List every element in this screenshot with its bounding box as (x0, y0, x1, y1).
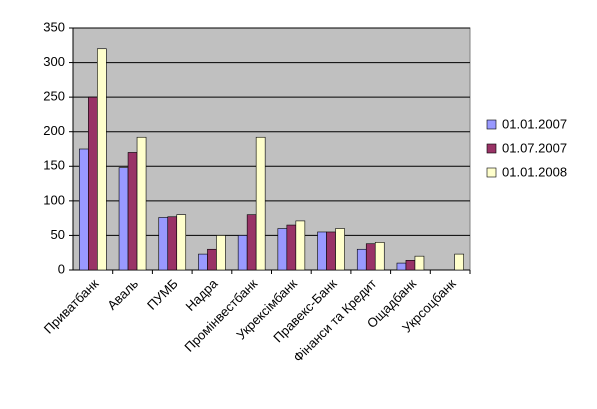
bar (414, 255, 425, 271)
x-tick-label: Промінвестбанк (181, 276, 260, 355)
bar (454, 253, 464, 271)
bar (216, 235, 226, 271)
bar (127, 152, 138, 271)
x-tick-label: Аваль (104, 276, 141, 313)
y-tick-label: 50 (51, 227, 65, 242)
bar (335, 228, 345, 271)
y-tick-label: 350 (43, 19, 65, 34)
x-tick-label: ПУМБ (144, 276, 181, 313)
bar (374, 242, 385, 271)
bar (295, 220, 306, 271)
bar (207, 248, 217, 271)
bar (198, 253, 208, 271)
legend-label: 01.01.2007 (502, 116, 567, 131)
bar (167, 216, 178, 271)
bar (118, 167, 129, 271)
legend-swatch (486, 143, 497, 154)
y-tick-label: 150 (43, 158, 65, 173)
bar (326, 231, 336, 271)
legend-swatch (486, 167, 497, 178)
y-tick-label: 0 (58, 261, 65, 276)
y-tick-label: 100 (43, 192, 65, 207)
bar (246, 214, 257, 271)
bar (136, 136, 147, 271)
bar (79, 148, 89, 271)
bar (356, 248, 367, 271)
bar (286, 224, 297, 271)
bar (158, 217, 169, 271)
bar (88, 96, 98, 271)
bar (97, 48, 107, 271)
y-tick-label: 300 (43, 54, 65, 69)
bar (405, 260, 416, 271)
y-tick-label: 250 (43, 89, 65, 104)
bar (255, 136, 266, 271)
bar (176, 214, 187, 271)
bar (277, 228, 288, 271)
bar (237, 235, 248, 271)
y-tick-label: 200 (43, 123, 65, 138)
legend-label: 01.01.2008 (502, 164, 567, 179)
legend-swatch (486, 119, 497, 130)
x-tick-label: Приватбанк (41, 276, 102, 337)
bar (365, 243, 376, 271)
bar (396, 262, 407, 271)
legend-label: 01.07.2007 (502, 140, 567, 155)
bar (317, 231, 327, 271)
x-tick-label: Надра (183, 275, 221, 313)
